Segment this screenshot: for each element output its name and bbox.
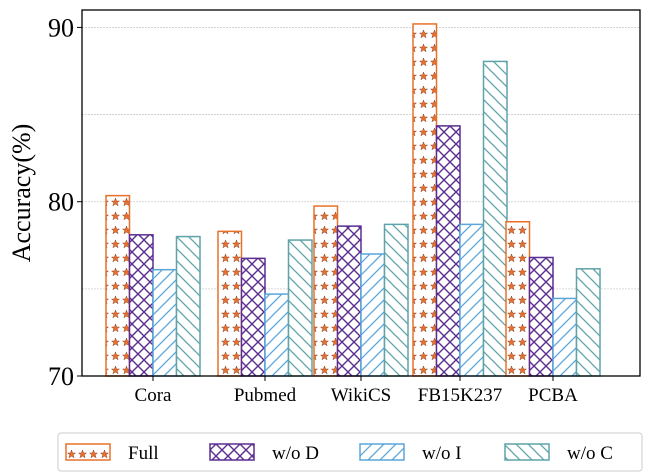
bar-w-o-i <box>264 293 290 377</box>
bar-w-o-c <box>575 268 601 377</box>
bar-w-o-i <box>152 268 178 377</box>
y-tick-label: 90 <box>48 13 74 42</box>
legend-swatch <box>209 443 255 461</box>
legend-label: w/o I <box>422 443 462 464</box>
bar-full <box>505 221 531 377</box>
bar-w-o-c <box>287 239 313 377</box>
x-tick-label: WikiCS <box>331 385 391 406</box>
bar-w-o-i <box>552 297 578 377</box>
bars <box>105 23 601 377</box>
bar-w-o-i <box>459 223 485 377</box>
bar-full <box>412 23 438 377</box>
bar-full <box>217 230 243 377</box>
x-tick-label: PCBA <box>528 385 578 406</box>
legend-swatch <box>359 443 405 461</box>
legend-label: w/o C <box>567 443 613 464</box>
bar-w-o-d <box>435 125 461 377</box>
y-tick-label: 70 <box>48 362 74 391</box>
legend-swatch <box>504 443 550 461</box>
legend-swatch <box>65 443 111 461</box>
y-axis-label: Accuracy(%) <box>7 124 36 263</box>
bar-w-o-i <box>360 253 386 377</box>
bar-full <box>313 205 339 377</box>
x-tick-label: FB15K237 <box>418 385 502 406</box>
bar-w-o-d <box>528 256 554 377</box>
legend-label: Full <box>128 443 159 464</box>
y-tick-label: 80 <box>48 188 74 217</box>
x-tick-label: Pubmed <box>234 385 297 406</box>
bar-full <box>105 194 131 377</box>
x-axis: Cora Pubmed WikiCS FB15K237 PCBA <box>135 376 578 406</box>
bar-w-o-d <box>240 257 266 377</box>
bar-w-o-d <box>336 225 362 377</box>
bar-w-o-d <box>128 234 154 377</box>
bar-w-o-c <box>175 235 201 377</box>
legend-label: w/o D <box>272 443 319 464</box>
bar-w-o-c <box>383 223 409 377</box>
legend-box <box>57 432 643 472</box>
legend: Full w/o D w/o I w/o C <box>57 432 643 472</box>
bar-w-o-c <box>482 60 508 377</box>
y-axis: 70 80 90 <box>48 13 82 391</box>
x-tick-label: Cora <box>135 385 173 406</box>
